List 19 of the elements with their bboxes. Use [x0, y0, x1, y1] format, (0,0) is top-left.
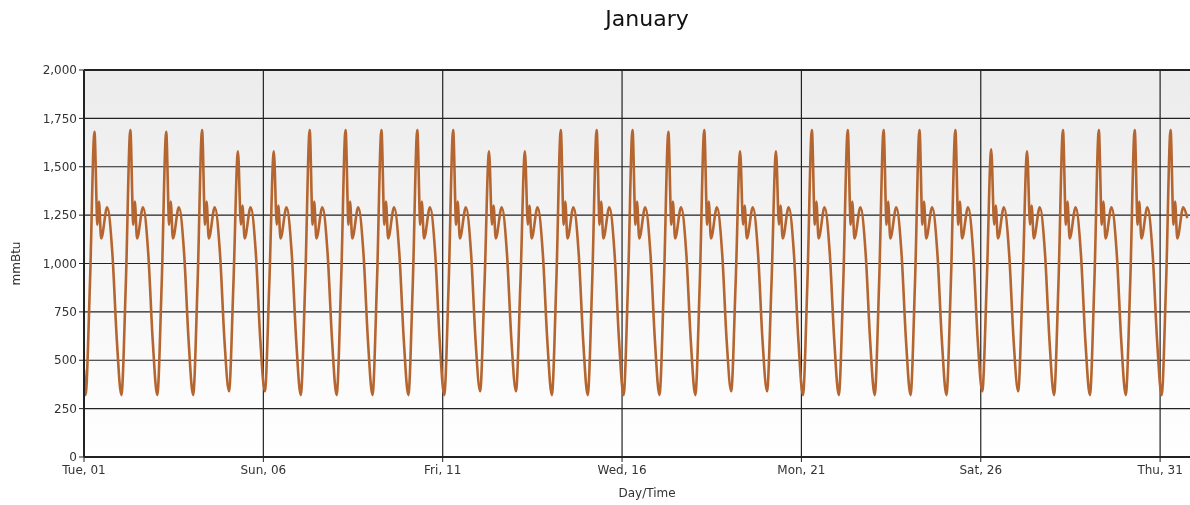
x-tick-label: Tue, 01	[61, 463, 106, 477]
y-tick-label: 500	[54, 353, 77, 368]
y-axis-title: mmBtu	[9, 241, 23, 286]
y-tick-label: 750	[54, 305, 77, 320]
y-tick-label: 1,000	[42, 256, 77, 271]
y-tick-label: 250	[54, 401, 77, 416]
x-tick-label: Sat, 26	[959, 463, 1003, 477]
x-tick-label: Mon, 21	[777, 463, 826, 477]
x-tick-label: Thu, 31	[1136, 463, 1183, 477]
x-axis-title: Day/Time	[618, 486, 676, 500]
x-tick-label: Sun, 06	[240, 463, 287, 477]
chart-title: January	[603, 6, 689, 31]
y-tick-label: 2,000	[42, 63, 77, 78]
y-tick-label: 0	[69, 450, 77, 465]
x-tick-label: Fri, 11	[424, 463, 462, 477]
y-tick-label: 1,250	[42, 208, 77, 223]
x-tick-label: Wed, 16	[597, 463, 647, 477]
y-tick-label: 1,500	[42, 159, 77, 174]
y-tick-label: 1,750	[42, 111, 77, 126]
